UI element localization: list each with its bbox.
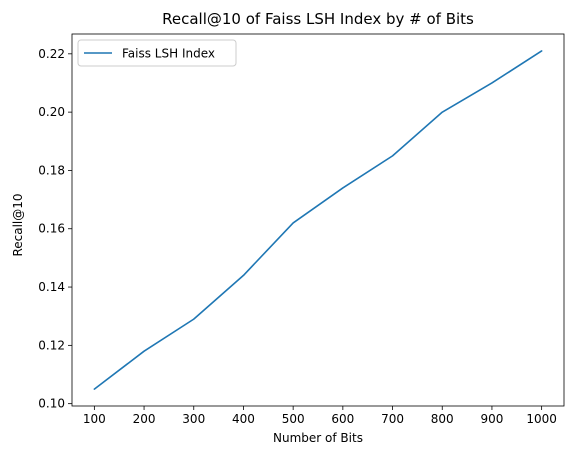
y-tick-label: 0.14 [38,280,65,294]
x-axis-ticks: 100 200 300 400 500 600 700 800 900 1000 [83,406,557,426]
legend-label: Faiss LSH Index [122,47,215,61]
y-tick-label: 0.12 [38,338,65,352]
y-tick-label: 0.20 [38,105,65,119]
series-layer [93,50,543,390]
x-tick-label: 900 [480,412,503,426]
x-tick-label: 300 [182,412,205,426]
x-tick-label: 200 [133,412,156,426]
y-axis-label: Recall@10 [11,193,25,256]
legend: Faiss LSH Index [77,39,237,67]
series-line [93,50,543,390]
x-axis-label: Number of Bits [273,431,363,445]
y-axis-ticks: 0.10 0.12 0.14 0.16 0.18 0.20 0.22 [38,47,72,411]
y-tick-label: 0.18 [38,163,65,177]
chart-title: Recall@10 of Faiss LSH Index by # of Bit… [162,10,474,28]
x-tick-label: 600 [331,412,354,426]
x-tick-label: 400 [232,412,255,426]
plot-frame [71,33,565,407]
y-tick-label: 0.22 [38,47,65,61]
plot-area: 100 200 300 400 500 600 700 800 900 1000 0.10 0.12… [38,33,565,426]
x-tick-label: 100 [83,412,106,426]
x-tick-label: 1000 [526,412,557,426]
y-tick-label: 0.10 [38,397,65,411]
legend-box [77,39,237,67]
x-tick-label: 800 [431,412,454,426]
y-tick-label: 0.16 [38,222,65,236]
x-tick-label: 700 [381,412,404,426]
x-tick-label: 500 [282,412,305,426]
